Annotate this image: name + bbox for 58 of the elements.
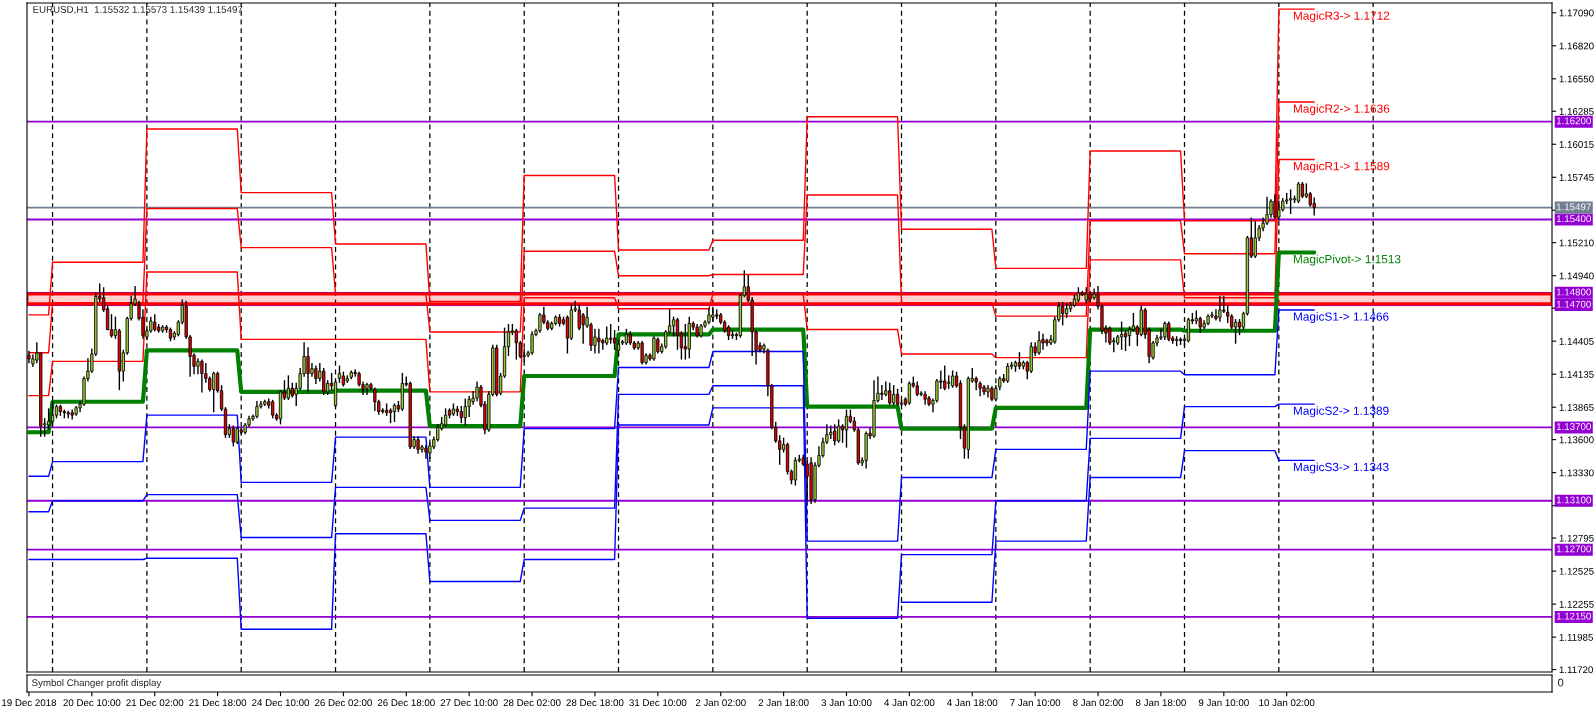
y-tick-label: 1.16015 [1559,140,1594,148]
series-label: MagicS1-> 1.1466 [1293,312,1389,324]
y-tick-label: 1.17090 [1559,9,1594,17]
y-tick-label: 1.16550 [1559,75,1594,83]
y-tick-label: 1.16820 [1559,42,1594,50]
y-tick-label: 1.13600 [1559,436,1594,444]
x-tick-label: 21 Dec 18:00 [189,699,247,707]
y-tick-label: 1.15210 [1559,239,1594,247]
x-tick-label: 26 Dec 02:00 [314,699,372,707]
y-tick-label: 1.12525 [1559,567,1594,575]
x-tick-label: 8 Jan 02:00 [1073,699,1124,707]
x-tick-label: 31 Dec 10:00 [629,699,687,707]
x-tick-label: 19 Dec 2018 [2,699,57,707]
x-tick-label: 2 Jan 18:00 [758,699,809,707]
y-tick-label: 1.15745 [1559,174,1594,181]
y-tick-label: 1.14940 [1559,272,1594,280]
y-tick-label: 1.16285 [1559,107,1594,115]
ref-line-label: 1.14800 [1556,288,1591,296]
y-tick-label: 1.13865 [1559,403,1594,411]
y-tick-label: 1.14135 [1559,370,1594,378]
x-tick-label: 7 Jan 10:00 [1010,699,1061,707]
x-tick-label: 28 Dec 18:00 [566,699,624,707]
y-tick-label: 1.12255 [1559,600,1594,608]
series-label: MagicS3-> 1.1343 [1293,462,1389,474]
y-tick-label: 1.11985 [1559,633,1593,641]
ref-line-label: 1.13700 [1556,423,1591,430]
text: 0 [1557,678,1564,687]
ref-line-label: 1.15400 [1556,215,1591,223]
y-tick-label: 1.12795 [1559,534,1594,542]
x-tick-label: 4 Jan 02:00 [884,699,935,707]
y-tick-label: 1.11720 [1559,666,1593,674]
x-tick-label: 10 Jan 02:00 [1259,699,1315,707]
x-tick-label: 24 Dec 10:00 [252,699,310,707]
x-tick-label: 28 Dec 02:00 [503,699,561,707]
series-label: MagicS2-> 1.1389 [1293,406,1389,418]
ref-line-label: 1.16200 [1556,117,1591,125]
x-tick-label: 9 Jan 10:00 [1198,699,1249,707]
y-tick-label: 1.13330 [1559,469,1594,477]
series-label: MagicR1-> 1.1589 [1293,161,1390,173]
x-tick-label: 20 Dec 10:00 [63,699,121,707]
ref-line-label: 1.13100 [1556,496,1591,504]
series-label: MagicPivot-> 1.1513 [1293,254,1401,266]
ref-line-label: 1.15497 [1556,203,1591,211]
x-tick-label: 21 Dec 02:00 [126,699,184,707]
ref-line-label: 1.14700 [1556,300,1591,308]
chart-title: EURUSD,H1 1.15532 1.15573 1.15439 1.15497 [33,6,243,15]
x-tick-label: 2 Jan 02:00 [695,699,746,707]
x-tick-label: 26 Dec 18:00 [377,699,435,707]
x-tick-label: 8 Jan 18:00 [1135,699,1186,707]
series-label: MagicR2-> 1.1636 [1293,104,1390,116]
x-tick-label: 27 Dec 10:00 [440,699,498,707]
text: Symbol Changer profit display [32,678,162,689]
ref-line-label: 1.12150 [1556,612,1591,620]
ref-line-label: 1.12700 [1556,545,1591,553]
series-label: MagicR3-> 1.1712 [1293,11,1390,23]
x-tick-label: 4 Jan 18:00 [947,699,998,707]
x-tick-label: 3 Jan 10:00 [821,699,872,707]
y-tick-label: 1.14405 [1559,337,1594,345]
